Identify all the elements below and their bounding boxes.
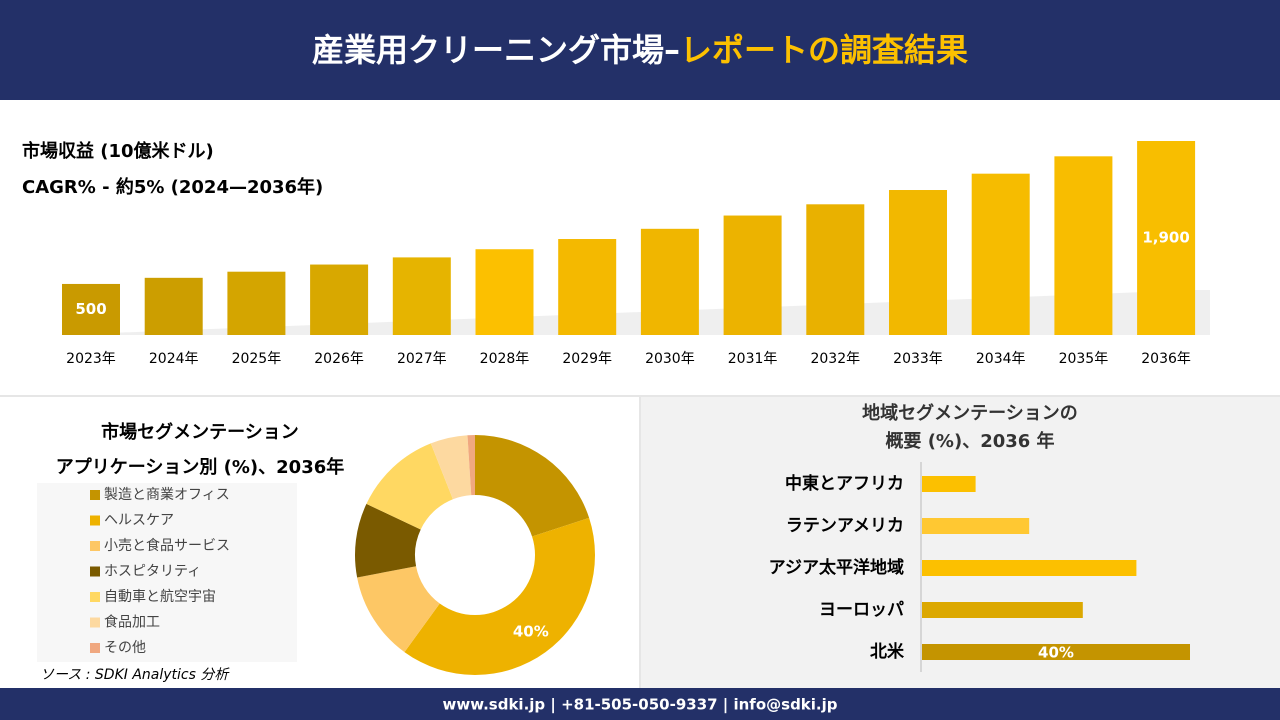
x-tick-label: 2027年 bbox=[397, 351, 447, 367]
bar bbox=[922, 644, 1190, 660]
legend-label: 小売と食品サービス bbox=[104, 537, 230, 554]
legend-label: 製造と商業オフィス bbox=[104, 487, 230, 503]
category-label: 中東とアフリカ bbox=[785, 473, 904, 494]
legend-swatch bbox=[90, 617, 100, 628]
legend-box bbox=[37, 483, 297, 662]
title-main: 産業用クリーニング市場– bbox=[312, 31, 680, 69]
chart-subtitle: CAGR% - 約5% (2024—2036年) bbox=[22, 176, 323, 198]
bar bbox=[922, 602, 1083, 618]
bar bbox=[640, 228, 699, 335]
legend-label: ヘルスケア bbox=[104, 513, 174, 529]
chart-title: 市場収益 (10億米ドル) bbox=[22, 140, 214, 162]
legend-swatch bbox=[90, 541, 100, 551]
donut-segment bbox=[366, 443, 453, 530]
source: ソース : SDKI Analytics 分析 bbox=[40, 667, 230, 683]
chart-subtitle: アプリケーション別 (%)、2036年 bbox=[56, 456, 345, 478]
legend-swatch bbox=[90, 490, 100, 500]
header-title: 産業用クリーニング市場–レポートの調査結果 bbox=[312, 31, 968, 69]
category-label: アジア太平洋地域 bbox=[769, 557, 904, 578]
legend-swatch bbox=[90, 566, 100, 577]
footer-contact: www.sdki.jp | +81-505-050-9337 | info@sd… bbox=[442, 696, 837, 715]
footer-bar bbox=[0, 688, 1280, 720]
value-label: 40% bbox=[1038, 644, 1074, 662]
x-tick-label: 2032年 bbox=[810, 351, 860, 367]
category-label: 北米 bbox=[870, 641, 905, 662]
x-tick-label: 2036年 bbox=[1141, 351, 1191, 367]
bar bbox=[62, 283, 120, 335]
bar bbox=[723, 215, 782, 335]
title-highlight: レポートの調査結果 bbox=[680, 31, 968, 69]
donut-segment bbox=[404, 517, 595, 675]
chart-title: 概要 (%)、2036 年 bbox=[885, 430, 1054, 452]
legend-label: ホスピタリティ bbox=[104, 564, 201, 580]
category-label: ヨーロッパ bbox=[819, 600, 904, 620]
donut-segment bbox=[357, 566, 440, 653]
value-label: 1,900 bbox=[1142, 229, 1189, 247]
bar bbox=[806, 204, 865, 335]
bar bbox=[889, 190, 947, 335]
x-tick-label: 2026年 bbox=[314, 351, 364, 367]
legend-label: その他 bbox=[104, 640, 146, 656]
x-tick-label: 2028年 bbox=[480, 351, 530, 367]
bar bbox=[392, 257, 451, 335]
donut-segment bbox=[355, 503, 421, 578]
bar bbox=[227, 271, 286, 335]
donut-segment bbox=[430, 435, 472, 500]
x-tick-label: 2035年 bbox=[1059, 351, 1109, 367]
x-tick-label: 2029年 bbox=[562, 351, 612, 367]
bar bbox=[971, 173, 1030, 335]
bar bbox=[475, 249, 534, 335]
bar bbox=[1137, 141, 1196, 335]
x-tick-label: 2025年 bbox=[232, 351, 282, 367]
legend-label: 自動車と航空宇宙 bbox=[104, 588, 216, 605]
value-label: 40% bbox=[513, 622, 549, 640]
bar bbox=[922, 476, 976, 492]
chart-title: 市場セグメンテーション bbox=[101, 421, 299, 443]
bar bbox=[144, 277, 203, 335]
bar bbox=[1054, 156, 1113, 335]
header-bar bbox=[0, 0, 1280, 100]
legend-label: 食品加工 bbox=[104, 614, 160, 631]
x-tick-label: 2030年 bbox=[645, 351, 695, 367]
legend-swatch bbox=[90, 592, 100, 602]
region-panel bbox=[641, 397, 1280, 688]
bar bbox=[310, 264, 369, 335]
category-label: ラテンアメリカ bbox=[786, 516, 904, 536]
x-tick-label: 2031年 bbox=[728, 351, 778, 367]
legend-swatch bbox=[90, 643, 100, 653]
legend-swatch bbox=[90, 515, 100, 526]
bar bbox=[558, 239, 617, 335]
x-tick-label: 2034年 bbox=[976, 351, 1026, 367]
bar bbox=[922, 560, 1137, 576]
donut-segment bbox=[467, 435, 475, 496]
x-tick-label: 2023年 bbox=[66, 351, 116, 367]
donut-segment bbox=[475, 435, 590, 537]
x-tick-label: 2033年 bbox=[893, 351, 943, 367]
bar bbox=[922, 518, 1030, 534]
value-label: 500 bbox=[75, 300, 106, 318]
x-tick-label: 2024年 bbox=[149, 351, 199, 367]
chart-title: 地域セグメンテーションの bbox=[862, 402, 1078, 424]
